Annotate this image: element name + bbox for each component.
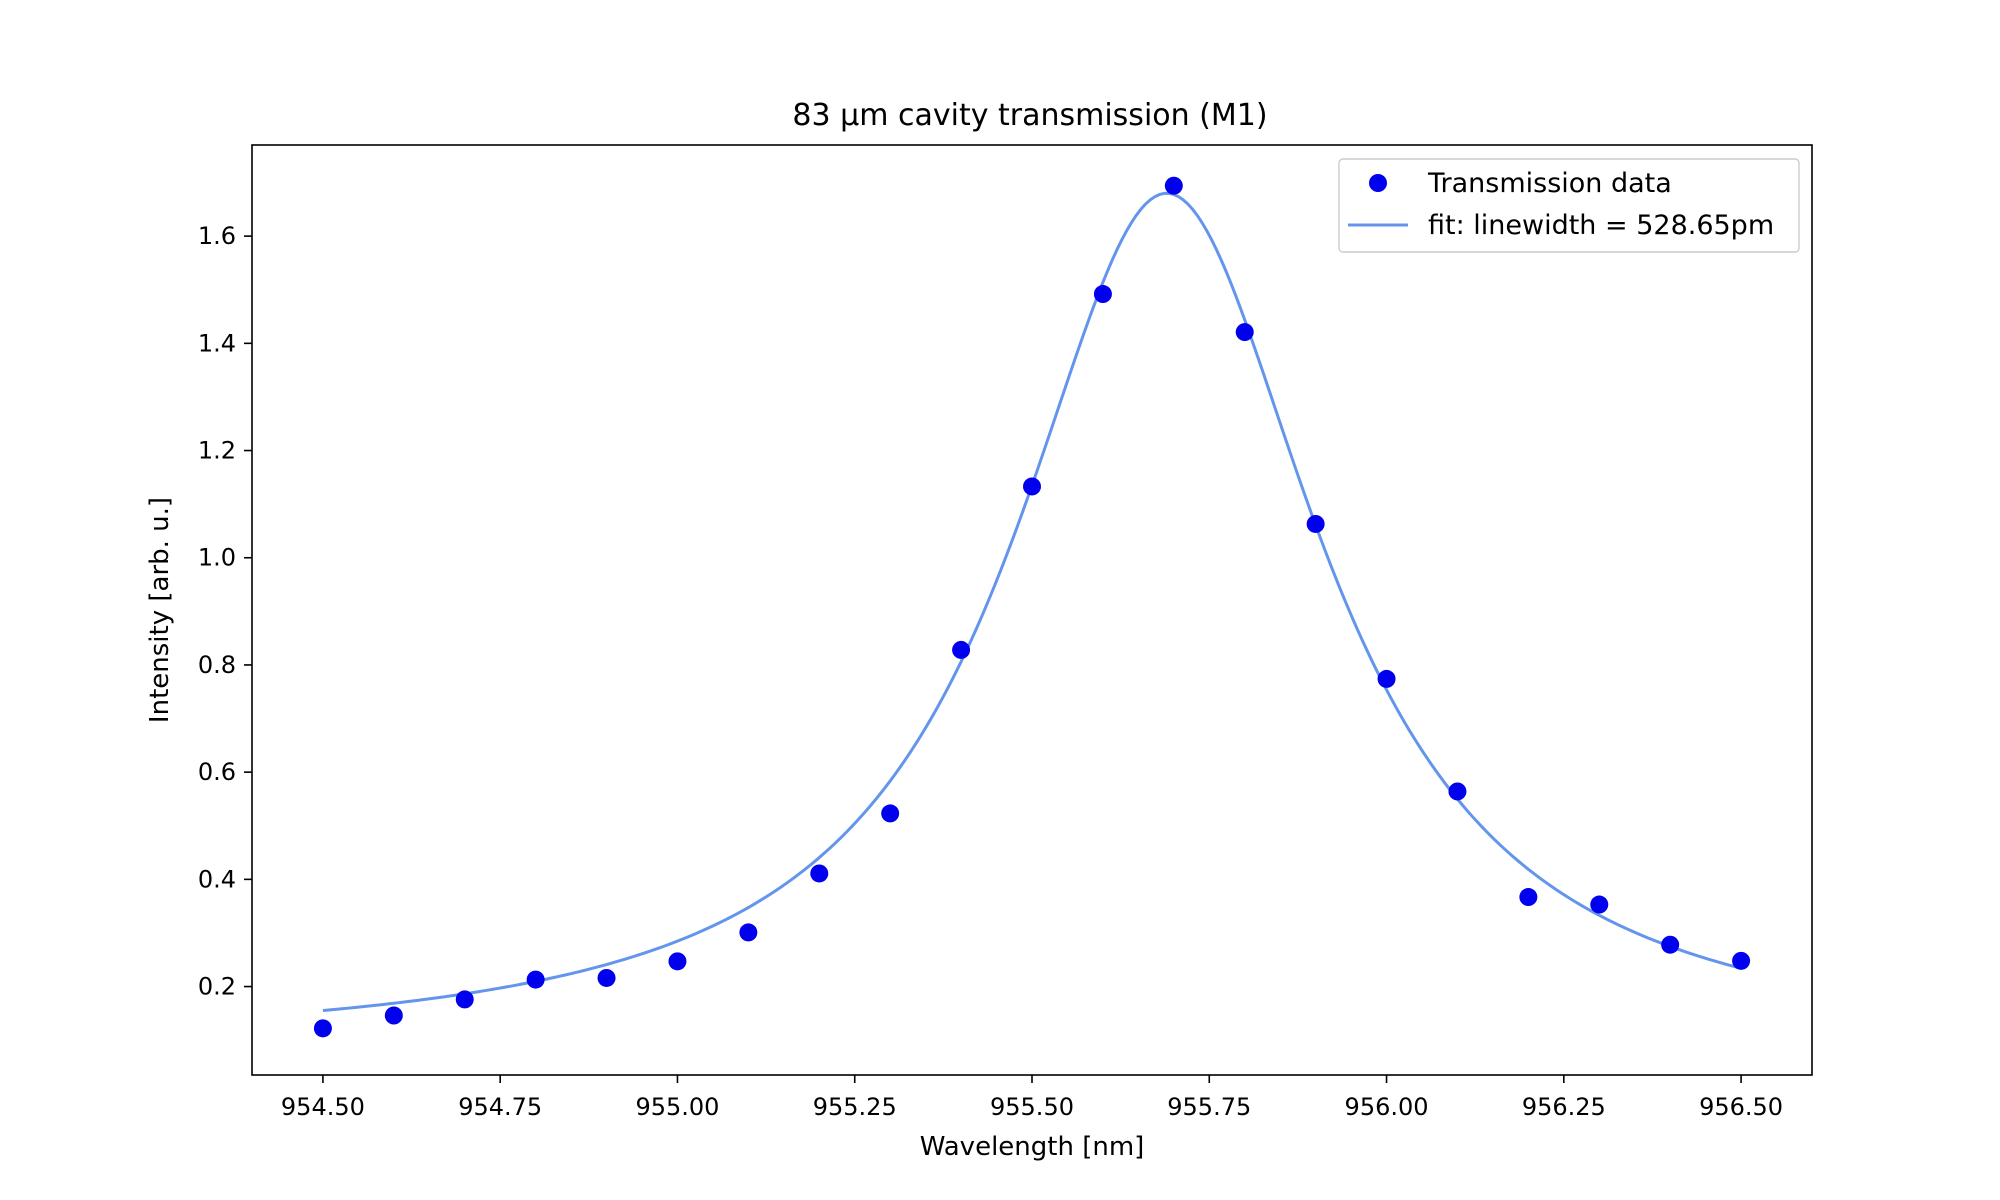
y-axis-label: Intensity [arb. u.] (145, 497, 175, 723)
data-point (384, 1006, 403, 1025)
legend: Transmission data fit: linewidth = 528.6… (1338, 158, 1800, 253)
data-point (597, 968, 616, 987)
y-tick-label: 1.0 (198, 544, 236, 572)
plot-area (313, 176, 1751, 1038)
y-tick-label: 1.6 (198, 222, 236, 250)
data-point (881, 804, 900, 823)
x-tick-label: 955.00 (635, 1093, 719, 1121)
data-point (1732, 951, 1751, 970)
legend-label-fit: fit: linewidth = 528.65pm (1428, 210, 1774, 241)
data-point (1448, 782, 1467, 801)
legend-marker-data (1369, 174, 1387, 192)
data-point (455, 990, 474, 1009)
x-tick-label: 955.75 (1167, 1093, 1251, 1121)
data-point (313, 1019, 332, 1038)
data-point (1590, 895, 1609, 914)
x-tick-label: 955.25 (813, 1093, 897, 1121)
data-point (1661, 935, 1680, 954)
y-tick-label: 0.6 (198, 758, 236, 786)
fit-line (322, 191, 1742, 1013)
data-point (810, 864, 829, 883)
data-point (1519, 888, 1538, 907)
axes-frame (251, 144, 1813, 1076)
data-point (1023, 477, 1041, 496)
x-tick-label: 954.75 (458, 1093, 542, 1121)
x-axis: 954.50 954.75 955.00 955.25 955.50 955.75 956.… (281, 1075, 1783, 1121)
data-point (1164, 176, 1183, 195)
legend-label-data: Transmission data (1427, 168, 1672, 199)
data-point (668, 952, 687, 971)
y-tick-label: 0.2 (198, 973, 236, 1001)
data-point (1235, 323, 1254, 342)
y-tick-label: 0.8 (198, 651, 236, 679)
data-point (1093, 285, 1112, 304)
data-point (1377, 669, 1396, 688)
legend-box (1338, 158, 1800, 253)
x-tick-label: 954.50 (281, 1093, 365, 1121)
data-point (1306, 514, 1325, 533)
x-tick-label: 956.25 (1522, 1093, 1606, 1121)
y-tick-label: 1.2 (198, 437, 236, 465)
x-axis-label: Wavelength [nm] (920, 1132, 1145, 1162)
data-point (739, 923, 758, 942)
y-tick-label: 1.4 (198, 329, 236, 357)
x-tick-label: 956.00 (1345, 1093, 1429, 1121)
data-point (526, 970, 545, 989)
y-axis: 0.2 0.4 0.6 0.8 1.0 1.2 1.4 1.6 (198, 222, 252, 1001)
x-tick-label: 955.50 (990, 1093, 1074, 1121)
chart-title: 83 µm cavity transmission (M1) (792, 98, 1267, 133)
data-point (952, 640, 971, 659)
y-tick-label: 0.4 (198, 865, 236, 893)
x-tick-label: 956.50 (1699, 1093, 1783, 1121)
